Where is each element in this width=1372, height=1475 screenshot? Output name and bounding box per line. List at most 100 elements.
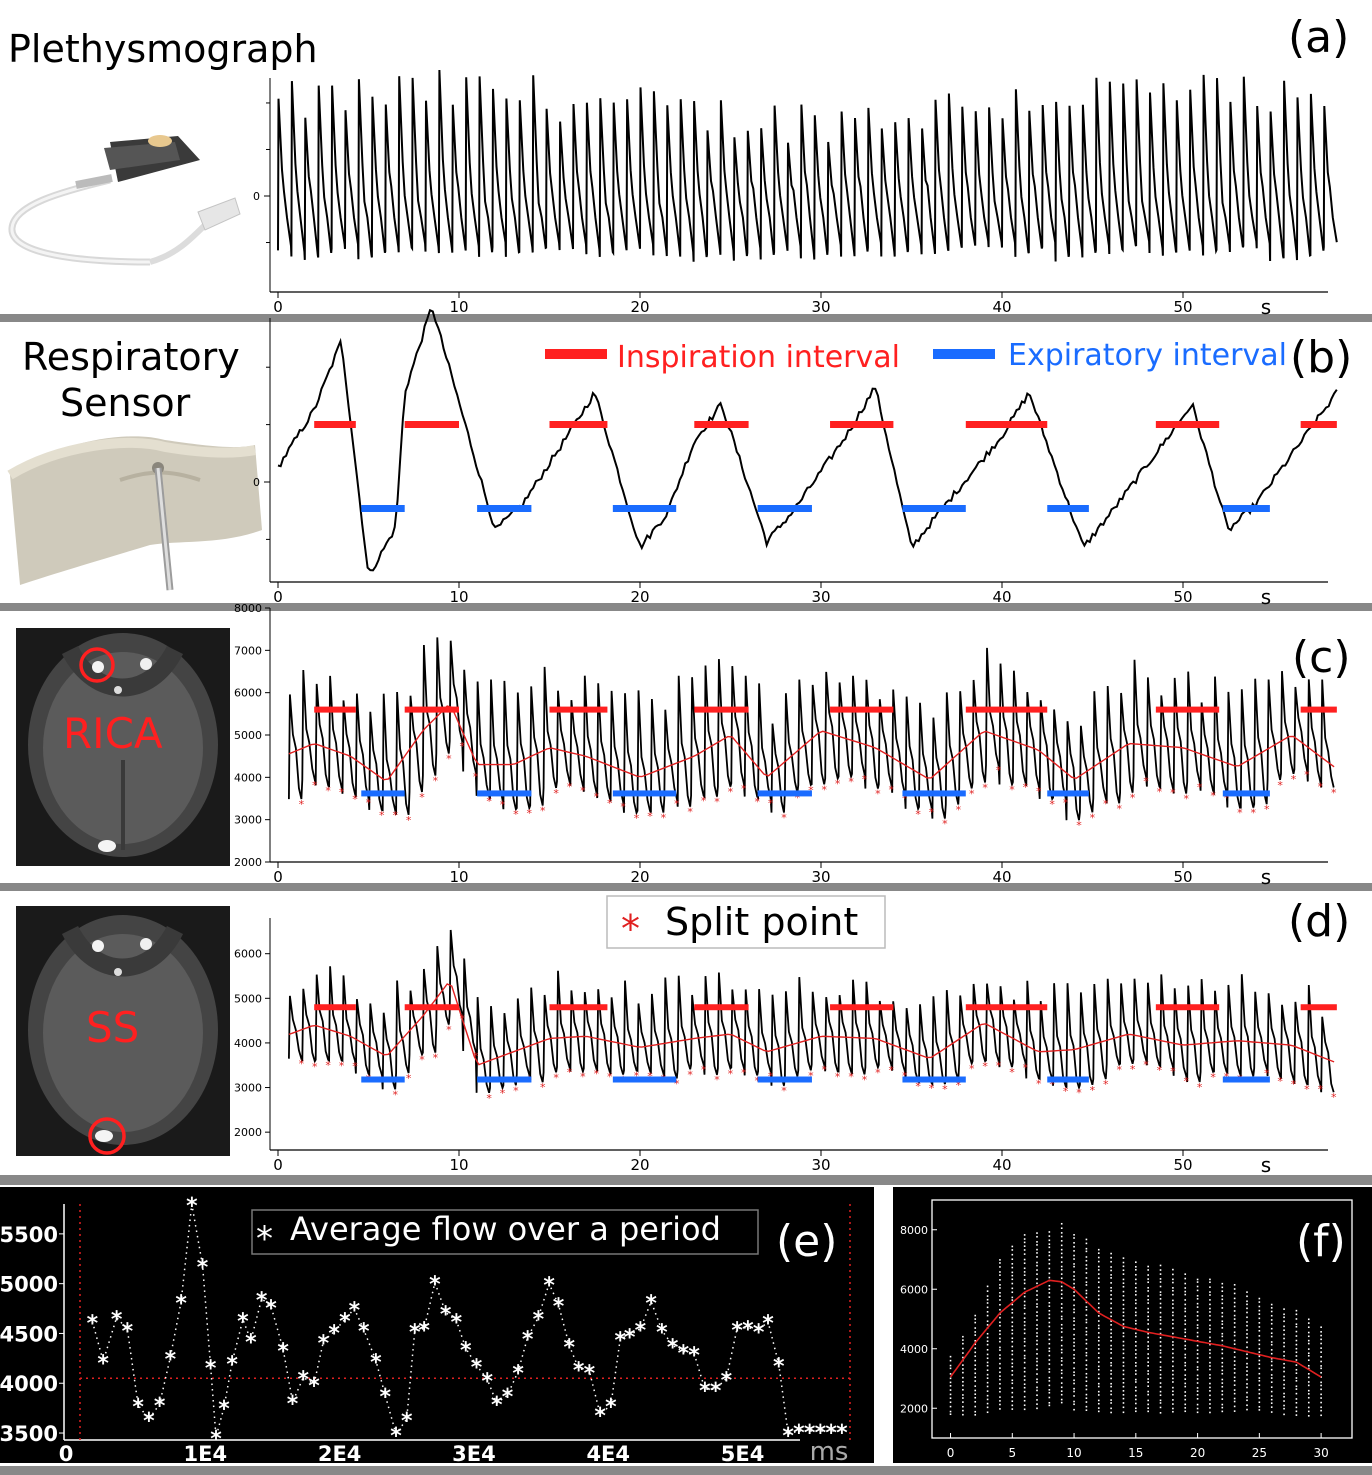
panel-f-point-365 <box>1073 1308 1075 1311</box>
panel-f-point-663 <box>1172 1365 1174 1368</box>
panel-f-point-582 <box>1147 1403 1149 1406</box>
panel-f-point-921 <box>1270 1352 1273 1355</box>
panel-f-point-960 <box>1295 1414 1298 1416</box>
panel-e-x-tick-label-5: 5E4 <box>721 1442 765 1466</box>
panel-c-split-point-31: * <box>714 796 720 809</box>
panel-e-point-53: * <box>624 1325 636 1350</box>
panel-f-point-874 <box>1246 1307 1248 1310</box>
panel-f-point-965 <box>1295 1392 1298 1395</box>
panel-f-point-477 <box>1110 1364 1112 1367</box>
panel-f-point-805 <box>1221 1335 1224 1338</box>
panel-f-point-851 <box>1246 1404 1248 1407</box>
panel-f-point-827 <box>1233 1376 1236 1379</box>
panel-f-point-244 <box>1036 1269 1038 1271</box>
panel-f-point-323 <box>1060 1293 1063 1295</box>
panel-e-point-63: * <box>731 1318 743 1343</box>
panel-e-point-58: * <box>678 1341 690 1366</box>
panel-f-point-659 <box>1172 1381 1174 1383</box>
panel-f-point-576 <box>1135 1273 1137 1276</box>
panel-f-point-848 <box>1233 1288 1236 1290</box>
panel-f-point-885 <box>1258 1384 1261 1386</box>
panel-f-point-731 <box>1196 1368 1199 1371</box>
panel-f-point-93 <box>999 1400 1001 1402</box>
panel-e-x-tick-label-0: 0 <box>59 1442 74 1466</box>
panel-f-point-425 <box>1085 1238 1088 1241</box>
panel-c-inspiration-bar-0 <box>314 706 356 713</box>
panel-c-expiratory-bar-3 <box>757 790 812 797</box>
panel-f-point-334 <box>1060 1248 1063 1251</box>
panel-f-point-934 <box>1283 1413 1285 1416</box>
panel-f-point-838 <box>1233 1331 1236 1334</box>
panel-e-average-flow: (e) 3500 4000 4500 5000 5500 0 1E4 2E4 3E4 4E4 5E4… <box>0 1187 874 1467</box>
panel-e-y-tick-label-4: 5500 <box>0 1223 58 1247</box>
panel-f-point-975 <box>1295 1351 1298 1354</box>
panel-c-split-point-38: * <box>808 784 814 797</box>
panel-f-point-751 <box>1196 1285 1199 1288</box>
panel-f-point-364 <box>1073 1311 1075 1314</box>
panel-c-inspiration-bar-1 <box>404 706 459 713</box>
panel-f-point-497 <box>1110 1282 1112 1284</box>
legend-e-box <box>251 1209 759 1255</box>
panel-f-point-750 <box>1196 1289 1199 1292</box>
panel-f-point-331 <box>1060 1261 1063 1263</box>
panel-a-x-tick-label-4: 40 <box>992 298 1011 316</box>
panel-f-point-465 <box>1097 1248 1100 1251</box>
panel-d-label: (d) <box>1288 896 1350 947</box>
panel-f-point-175 <box>1023 1379 1026 1381</box>
panel-f-point-470 <box>1110 1393 1112 1396</box>
panel-f-point-585 <box>1147 1390 1149 1393</box>
panel-f-point-106 <box>999 1346 1001 1349</box>
panel-e-x-axis-label: ms <box>810 1437 849 1467</box>
panel-e-point-50: * <box>594 1404 606 1429</box>
panel-f-point-76 <box>986 1343 989 1346</box>
panel-f-point-784 <box>1209 1286 1211 1288</box>
panel-f-point-40 <box>974 1393 977 1395</box>
panel-f-point-36 <box>974 1410 977 1413</box>
panel-f-point-814 <box>1221 1298 1224 1301</box>
panel-f-point-534 <box>1122 1290 1125 1293</box>
legend-inspiration-label: Inspiration interval <box>617 340 900 375</box>
panel-c-split-point-35: * <box>768 797 774 810</box>
panel-f-point-899 <box>1258 1326 1261 1328</box>
legend-expiratory-swatch <box>933 349 995 359</box>
panel-f-point-632 <box>1159 1345 1162 1347</box>
panel-e-point-21: * <box>298 1367 310 1392</box>
panel-f-point-352 <box>1073 1361 1075 1364</box>
panel-f-point-656 <box>1172 1393 1174 1396</box>
panel-d-x-tick-label-4: 40 <box>992 1156 1011 1174</box>
panel-f-point-290 <box>1048 1254 1051 1257</box>
panel-f-point-346 <box>1073 1387 1075 1390</box>
panel-d-split-point-45: * <box>902 1070 908 1083</box>
panel-f-point-548 <box>1135 1389 1137 1392</box>
panel-b-trace <box>277 308 1338 572</box>
panel-e-point-22: * <box>308 1374 320 1399</box>
panel-f-point-201 <box>1023 1271 1026 1273</box>
panel-f-point-837 <box>1233 1334 1236 1337</box>
panel-f-point-651 <box>1159 1264 1162 1267</box>
panel-f-point-575 <box>1135 1278 1137 1281</box>
panel-f-point-1021 <box>1320 1367 1322 1370</box>
panel-c-split-point-18: * <box>540 805 546 818</box>
panel-f-point-359 <box>1073 1333 1075 1336</box>
panel-c-inspiration-bar-2 <box>549 706 608 713</box>
panel-f-point-878 <box>1246 1291 1248 1293</box>
panel-b-expiratory-bar-5 <box>1047 505 1089 512</box>
panel-f-point-251 <box>1036 1241 1038 1243</box>
panel-f-point-371 <box>1073 1282 1075 1285</box>
panel-e-point-47: * <box>563 1335 575 1360</box>
panel-e-point-65: * <box>753 1320 765 1345</box>
panel-f-point-386 <box>1085 1401 1088 1403</box>
panel-f-point-998 <box>1307 1364 1310 1367</box>
panel-f-point-384 <box>1085 1409 1088 1411</box>
panel-d-split-point-66: * <box>1183 1075 1189 1088</box>
panel-f-y-tick-label-2: 6000 <box>900 1283 928 1296</box>
panel-f-point-831 <box>1233 1360 1236 1362</box>
panel-c-expiratory-bar-0 <box>361 790 405 797</box>
panel-f-point-852 <box>1246 1399 1248 1402</box>
panel-f-point-151 <box>1011 1312 1014 1314</box>
panel-d-inspiration-bar-2 <box>549 1004 608 1011</box>
panel-f-point-794 <box>1221 1382 1224 1384</box>
panel-d-split-point-64: * <box>1157 1064 1163 1077</box>
panel-e-point-38: * <box>471 1355 483 1380</box>
panel-f-point-368 <box>1073 1294 1075 1297</box>
